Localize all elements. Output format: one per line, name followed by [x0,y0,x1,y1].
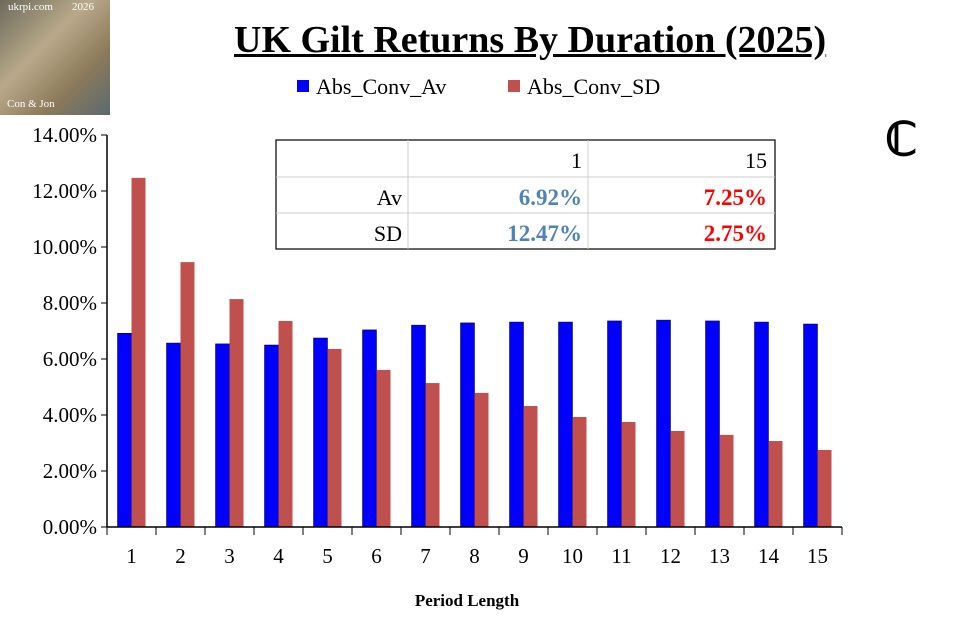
table-row-label: SD [374,221,402,246]
bar-av-14 [754,321,769,528]
logo-year: 2026 [72,1,94,13]
bar-sd-11 [621,422,636,527]
bar-av-6 [362,329,377,528]
corner-mark: ℂ [885,114,918,165]
stats-table [275,139,776,250]
y-tick-label: 14.00% [32,123,97,147]
x-tick-label: 2 [175,544,186,568]
bar-sd-5 [327,348,342,527]
x-tick-label: 14 [758,544,780,568]
bar-av-11 [607,320,622,528]
table-header-15: 15 [745,148,767,173]
x-tick-label: 1 [126,544,137,568]
bar-av-1 [117,332,132,528]
bar-av-4 [264,344,279,528]
x-tick-label: 3 [224,544,235,568]
bar-sd-4 [278,320,293,527]
legend-label: Abs_Conv_Av [316,74,446,99]
bar-sd-2 [180,262,195,527]
legend-label: Abs_Conv_SD [527,74,660,99]
logo-authors: Con & Jon [7,98,55,110]
bar-sd-14 [768,441,783,527]
x-tick-label: 6 [371,544,382,568]
table-cell-15: 2.75% [704,221,767,246]
chart-title: UK Gilt Returns By Duration (2025) [234,19,827,61]
logo-site: ukrpi.com [8,1,53,13]
x-tick-label: 5 [322,544,333,568]
bar-sd-8 [474,392,489,527]
bar-av-15 [803,323,818,528]
bar-sd-6 [376,369,391,527]
y-tick-label: 2.00% [43,459,97,483]
bar-sd-15 [817,450,832,527]
bar-av-2 [166,342,181,528]
bar-av-8 [460,322,475,528]
x-tick-label: 15 [807,544,828,568]
table-cell-1: 12.47% [507,221,582,246]
x-tick-label: 4 [273,544,284,568]
y-tick-label: 4.00% [43,403,97,427]
bar-av-9 [509,321,524,528]
bar-av-7 [411,324,426,528]
bar-sd-10 [572,416,587,527]
x-tick-label: 11 [611,544,631,568]
y-tick-label: 12.00% [32,179,97,203]
y-tick-label: 0.00% [43,515,97,539]
bar-sd-13 [719,434,734,527]
x-tick-label: 13 [709,544,730,568]
table-cell-15: 7.25% [704,185,767,210]
bar-sd-7 [425,383,440,527]
bar-av-10 [558,321,573,528]
bar-av-3 [215,343,230,528]
bar-sd-1 [131,177,146,527]
table-row-label: Av [377,185,402,210]
legend-swatch [508,80,520,92]
logo-image: ukrpi.com 2026 Con & Jon [0,0,110,115]
x-tick-label: 9 [518,544,529,568]
x-tick-label: 10 [562,544,583,568]
bar-sd-9 [523,406,538,527]
bar-sd-3 [229,299,244,527]
x-axis-label: Period Length [415,591,520,610]
table-header-1: 1 [571,148,582,173]
x-tick-label: 8 [469,544,480,568]
y-tick-label: 10.00% [32,235,97,259]
table-cell-1: 6.92% [519,185,582,210]
bar-sd-12 [670,430,685,527]
x-tick-label: 12 [660,544,681,568]
y-tick-label: 6.00% [43,347,97,371]
bar-av-12 [656,319,671,528]
legend-swatch [297,80,309,92]
x-tick-label: 7 [420,544,431,568]
bar-av-13 [705,320,720,528]
y-tick-label: 8.00% [43,291,97,315]
bar-av-5 [313,337,328,528]
